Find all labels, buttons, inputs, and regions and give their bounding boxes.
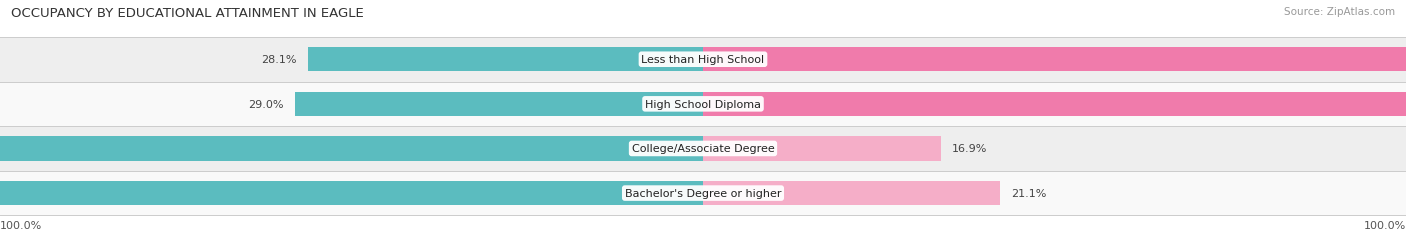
Text: Less than High School: Less than High School bbox=[641, 55, 765, 65]
Text: 16.9%: 16.9% bbox=[952, 144, 987, 154]
Bar bbox=[703, 181, 1000, 205]
Text: 100.0%: 100.0% bbox=[0, 220, 42, 230]
Bar bbox=[0, 137, 703, 161]
Text: High School Diploma: High School Diploma bbox=[645, 99, 761, 109]
Text: 21.1%: 21.1% bbox=[1011, 188, 1046, 198]
Text: 28.1%: 28.1% bbox=[262, 55, 297, 65]
Bar bbox=[703, 48, 1406, 72]
Bar bbox=[295, 92, 703, 117]
Text: 29.0%: 29.0% bbox=[249, 99, 284, 109]
Text: Bachelor's Degree or higher: Bachelor's Degree or higher bbox=[624, 188, 782, 198]
Bar bbox=[0, 127, 1406, 171]
Text: Source: ZipAtlas.com: Source: ZipAtlas.com bbox=[1284, 7, 1395, 17]
Bar bbox=[0, 171, 1406, 216]
Bar bbox=[0, 82, 1406, 127]
Bar bbox=[703, 92, 1406, 117]
Text: 100.0%: 100.0% bbox=[1364, 220, 1406, 230]
Text: OCCUPANCY BY EDUCATIONAL ATTAINMENT IN EAGLE: OCCUPANCY BY EDUCATIONAL ATTAINMENT IN E… bbox=[11, 7, 364, 20]
Bar bbox=[308, 48, 703, 72]
Bar bbox=[0, 38, 1406, 82]
Text: College/Associate Degree: College/Associate Degree bbox=[631, 144, 775, 154]
Bar bbox=[703, 137, 941, 161]
Bar bbox=[0, 181, 703, 205]
